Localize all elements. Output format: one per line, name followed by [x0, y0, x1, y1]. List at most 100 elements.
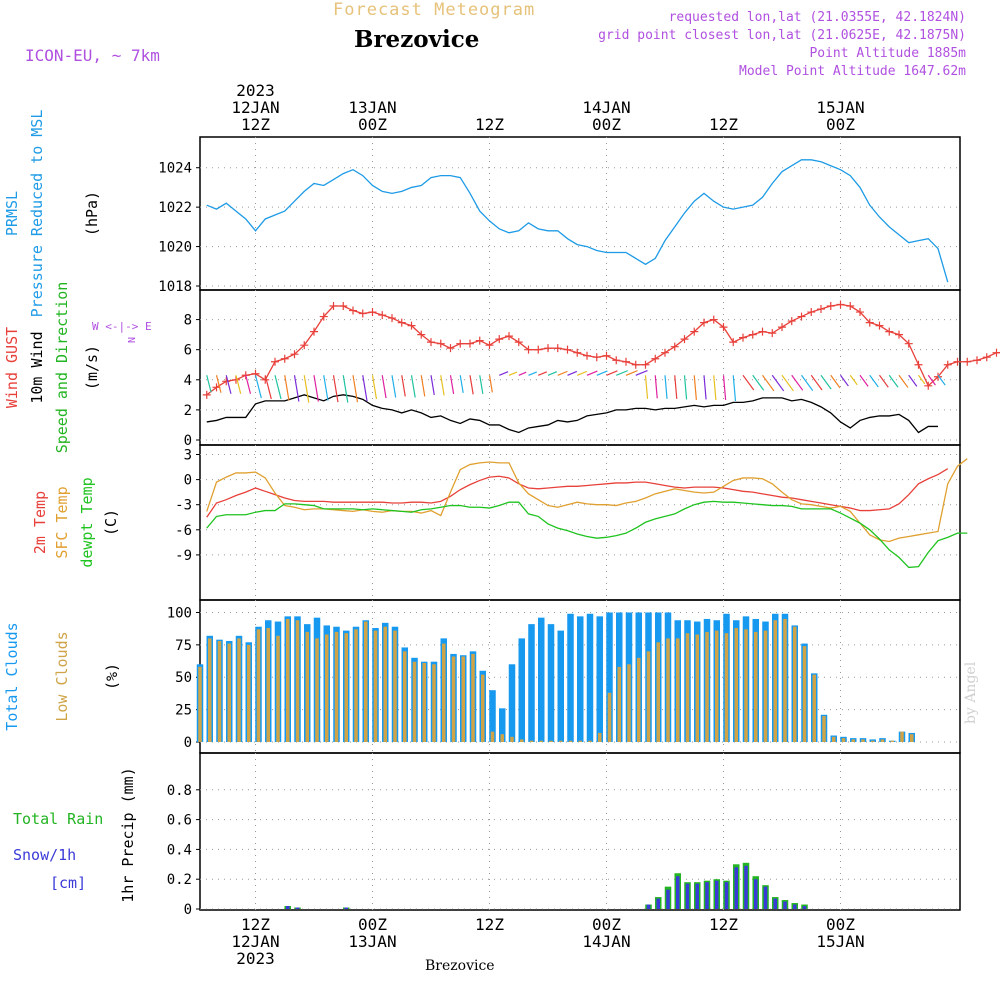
wind-arrow: [557, 370, 568, 376]
panel-label: 1hr Precip (mm): [119, 767, 137, 902]
wind-arrow: [898, 374, 909, 388]
gust-marker: [339, 302, 348, 311]
wind-arrow: [547, 371, 558, 376]
bar: [832, 736, 836, 742]
compass-label: W <-|-> E: [92, 320, 152, 333]
gust-marker: [807, 308, 816, 317]
gust-marker: [563, 345, 572, 354]
panel-label: Snow/1h: [13, 846, 76, 864]
bar: [910, 734, 914, 742]
time-label-bottom: 00Z: [358, 915, 387, 934]
gust-marker: [378, 311, 387, 320]
bar: [403, 651, 407, 742]
gust-marker: [319, 312, 328, 321]
wind-arrow: [352, 375, 359, 403]
time-label-bottom: 14JAN: [582, 932, 630, 951]
panel-frame: [199, 444, 961, 601]
gust-marker: [583, 351, 591, 360]
bar: [880, 739, 885, 742]
time-label-top: 00Z: [826, 115, 855, 134]
gust-marker: [407, 321, 416, 330]
bar: [557, 630, 564, 742]
wind-arrow: [683, 375, 688, 400]
bar: [656, 898, 660, 909]
wind-arrow: [284, 375, 290, 401]
gust-marker: [202, 390, 211, 399]
wind-arrow: [430, 375, 435, 396]
gust-marker: [222, 377, 231, 386]
bar: [461, 656, 465, 742]
panel-label: 10m Wind: [28, 331, 46, 403]
bar: [646, 904, 651, 909]
y-tick-label: 50: [175, 670, 192, 686]
bar: [822, 716, 826, 742]
bar: [237, 638, 241, 742]
panel-frame: [199, 289, 961, 446]
wind-arrow: [508, 371, 518, 376]
wind-arrow: [888, 374, 899, 388]
bar: [666, 889, 670, 909]
bar: [685, 883, 690, 909]
gust-marker: [592, 353, 601, 362]
bar: [539, 740, 543, 742]
gust-marker: [397, 318, 406, 327]
time-label-top: 15JAN: [816, 98, 864, 117]
gust-marker: [914, 360, 923, 369]
wind-arrow: [469, 375, 474, 395]
bar: [559, 740, 563, 742]
wind-arrow: [254, 375, 262, 399]
bar: [734, 867, 738, 909]
bar: [715, 880, 719, 909]
panel-precip: 0 0.2 0.4 0.6 0.8 Total Rain Snow/1h [cm] 1hr Pr…: [13, 752, 961, 918]
bar: [596, 616, 603, 742]
time-label-bottom: 13JAN: [348, 932, 396, 951]
gust-marker: [670, 342, 679, 351]
gust-marker: [271, 357, 279, 366]
panel-label: dewpt Temp: [78, 477, 96, 567]
wind-arrow: [732, 375, 737, 402]
bar: [412, 661, 417, 742]
bar: [695, 883, 699, 909]
gust-marker: [280, 354, 289, 363]
gust-marker: [436, 339, 445, 348]
panel-label: Pressure Reduced to MSL: [28, 110, 46, 318]
gust-marker: [778, 323, 786, 332]
bar: [793, 626, 797, 742]
wind-arrow: [391, 375, 397, 398]
wind-arrow: [849, 374, 858, 386]
gust-marker: [719, 323, 728, 332]
time-label-top: 12JAN: [231, 98, 279, 117]
gust-marker: [826, 302, 835, 311]
gust-marker: [992, 348, 1000, 357]
y-tick-label: 0: [184, 902, 192, 918]
wind-arrow: [693, 375, 697, 400]
wind-arrow: [449, 375, 455, 394]
gust-marker: [622, 357, 630, 366]
series-line: [206, 159, 949, 283]
y-tick-label: 0.2: [167, 872, 192, 888]
gust-marker: [865, 318, 874, 327]
bar: [705, 882, 709, 909]
bar: [802, 906, 807, 909]
bar: [500, 734, 504, 742]
gust-marker: [446, 344, 455, 353]
gust-marker: [641, 360, 650, 369]
gust-marker: [846, 302, 855, 311]
bar: [393, 630, 397, 742]
wind-arrow: [577, 370, 588, 376]
bar: [383, 626, 387, 742]
gust-marker: [934, 372, 942, 381]
bar: [598, 732, 602, 742]
bar: [802, 646, 807, 742]
wind-arrow: [801, 374, 814, 391]
bar: [528, 624, 535, 742]
bar: [627, 664, 631, 742]
bar: [871, 740, 875, 742]
gust-marker: [300, 341, 309, 350]
bar: [520, 739, 524, 742]
time-label-top: 00Z: [592, 115, 621, 134]
bar: [577, 616, 584, 742]
series-line: [206, 394, 938, 434]
bar: [676, 638, 680, 742]
gust-marker: [358, 309, 367, 318]
